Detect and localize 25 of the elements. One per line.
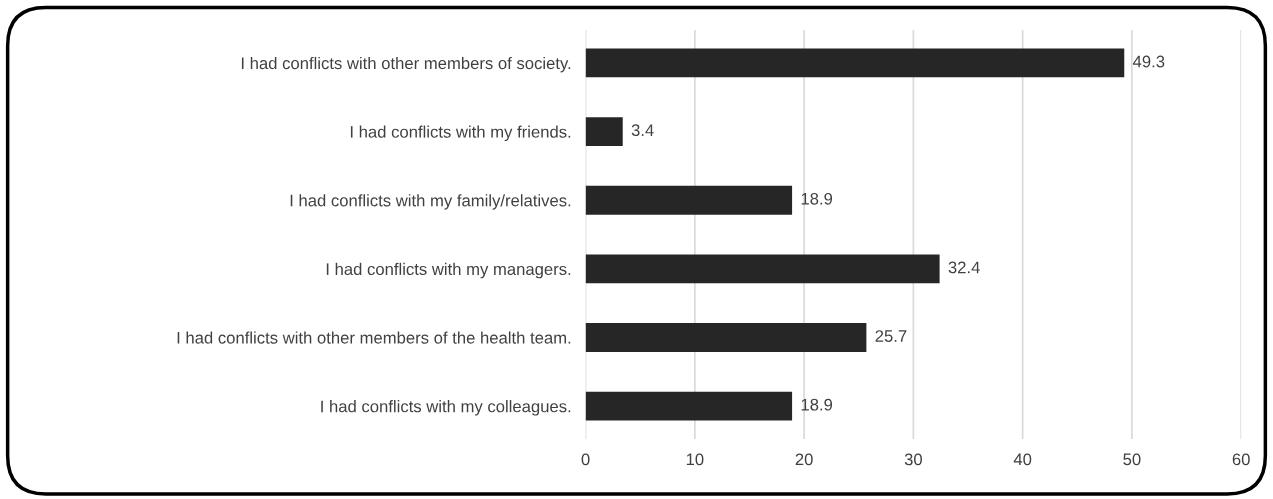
- data-label: 18.9: [801, 192, 833, 205]
- data-label: 32.4: [948, 261, 980, 274]
- y-tick-label: I had conflicts with other members of the health team.: [177, 331, 571, 344]
- bar: [585, 323, 867, 352]
- bar: [585, 185, 793, 215]
- data-label: 3.4: [631, 124, 654, 137]
- x-tick-label: 40: [1013, 453, 1032, 466]
- bar: [585, 254, 940, 284]
- y-tick-label: I had conflicts with my managers.: [326, 262, 571, 279]
- data-label: 25.7: [875, 330, 907, 342]
- y-tick-label: I had conflicts with other members of society.: [241, 56, 571, 73]
- x-tick-label: 30: [904, 453, 922, 466]
- data-label: 49.3: [1132, 55, 1165, 68]
- data-label: 18.9: [801, 398, 833, 411]
- bar: [585, 391, 793, 421]
- y-tick-label: I had conflicts with my family/relatives.: [290, 194, 571, 210]
- bar: [585, 48, 1125, 78]
- y-tick-label: I had conflicts with my colleagues.: [321, 400, 571, 416]
- bar: [585, 117, 623, 146]
- x-tick-label: 50: [1123, 453, 1141, 466]
- x-tick-label: 20: [795, 453, 813, 466]
- x-tick-label: 10: [686, 453, 704, 466]
- x-tick-label: 60: [1232, 453, 1250, 466]
- x-tick-label: 0: [581, 453, 590, 466]
- y-tick-label: I had conflicts with my friends.: [350, 125, 571, 142]
